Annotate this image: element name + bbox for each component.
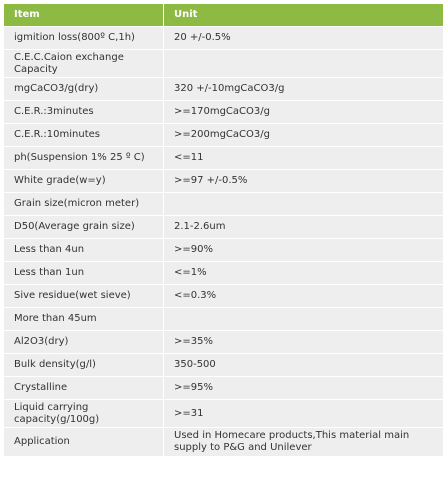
row-unit: >=170mgCaCO3/g <box>163 100 444 124</box>
table-row: Bulk density(g/l) 350-500 <box>3 353 444 377</box>
row-item: D50(Average grain size) <box>3 215 164 239</box>
row-unit: 2.1-2.6um <box>163 215 444 239</box>
row-unit: Used in Homecare products,This material … <box>163 427 444 457</box>
table-row: White grade(w=y) >=97 +/-0.5% <box>3 169 444 193</box>
row-item: igmition loss(800º C,1h) <box>3 26 164 50</box>
row-unit: >=200mgCaCO3/g <box>163 123 444 147</box>
row-item: Al2O3(dry) <box>3 330 164 354</box>
row-unit <box>163 49 444 78</box>
table-row: Crystalline >=95% <box>3 376 444 400</box>
row-item: C.E.R.:3minutes <box>3 100 164 124</box>
row-item: Less than 1un <box>3 261 164 285</box>
table-row: ph(Suspension 1% 25 º C) <=11 <box>3 146 444 170</box>
row-unit: >=31 <box>163 399 444 428</box>
row-item: Sive residue(wet sieve) <box>3 284 164 308</box>
row-unit: <=11 <box>163 146 444 170</box>
row-item: C.E.C.Caion exchange Capacity <box>3 49 164 78</box>
row-unit: 350-500 <box>163 353 444 377</box>
table-row: mgCaCO3/g(dry) 320 +/-10mgCaCO3/g <box>3 77 444 101</box>
row-item: Bulk density(g/l) <box>3 353 164 377</box>
table-row: Sive residue(wet sieve) <=0.3% <box>3 284 444 308</box>
table-row: More than 45um <box>3 307 444 331</box>
row-unit <box>163 307 444 331</box>
table-row: D50(Average grain size) 2.1-2.6um <box>3 215 444 239</box>
row-unit: >=35% <box>163 330 444 354</box>
table-row: Liquid carrying capacity(g/100g) >=31 <box>3 399 444 428</box>
header-unit: Unit <box>163 3 444 27</box>
row-unit: >=95% <box>163 376 444 400</box>
table-row: Application Used in Homecare products,Th… <box>3 427 444 457</box>
row-item: ph(Suspension 1% 25 º C) <box>3 146 164 170</box>
row-unit: 320 +/-10mgCaCO3/g <box>163 77 444 101</box>
table-row: C.E.R.:10minutes >=200mgCaCO3/g <box>3 123 444 147</box>
table-row: Al2O3(dry) >=35% <box>3 330 444 354</box>
row-item: Application <box>3 427 164 457</box>
table-row: C.E.R.:3minutes >=170mgCaCO3/g <box>3 100 444 124</box>
table-row: igmition loss(800º C,1h) 20 +/-0.5% <box>3 26 444 50</box>
table-row: Grain size(micron meter) <box>3 192 444 216</box>
row-item: Grain size(micron meter) <box>3 192 164 216</box>
row-item: Crystalline <box>3 376 164 400</box>
row-item: Liquid carrying capacity(g/100g) <box>3 399 164 428</box>
spec-table: Item Unit igmition loss(800º C,1h) 20 +/… <box>3 3 444 457</box>
row-unit: >=90% <box>163 238 444 262</box>
row-unit: <=1% <box>163 261 444 285</box>
header-row: Item Unit <box>3 3 444 27</box>
row-item: More than 45um <box>3 307 164 331</box>
row-item: C.E.R.:10minutes <box>3 123 164 147</box>
row-item: White grade(w=y) <box>3 169 164 193</box>
row-unit: <=0.3% <box>163 284 444 308</box>
table-row: C.E.C.Caion exchange Capacity <box>3 49 444 78</box>
row-unit <box>163 192 444 216</box>
row-item: mgCaCO3/g(dry) <box>3 77 164 101</box>
table-row: Less than 1un <=1% <box>3 261 444 285</box>
row-unit: 20 +/-0.5% <box>163 26 444 50</box>
row-item: Less than 4un <box>3 238 164 262</box>
row-unit: >=97 +/-0.5% <box>163 169 444 193</box>
header-item: Item <box>3 3 164 27</box>
table-row: Less than 4un >=90% <box>3 238 444 262</box>
